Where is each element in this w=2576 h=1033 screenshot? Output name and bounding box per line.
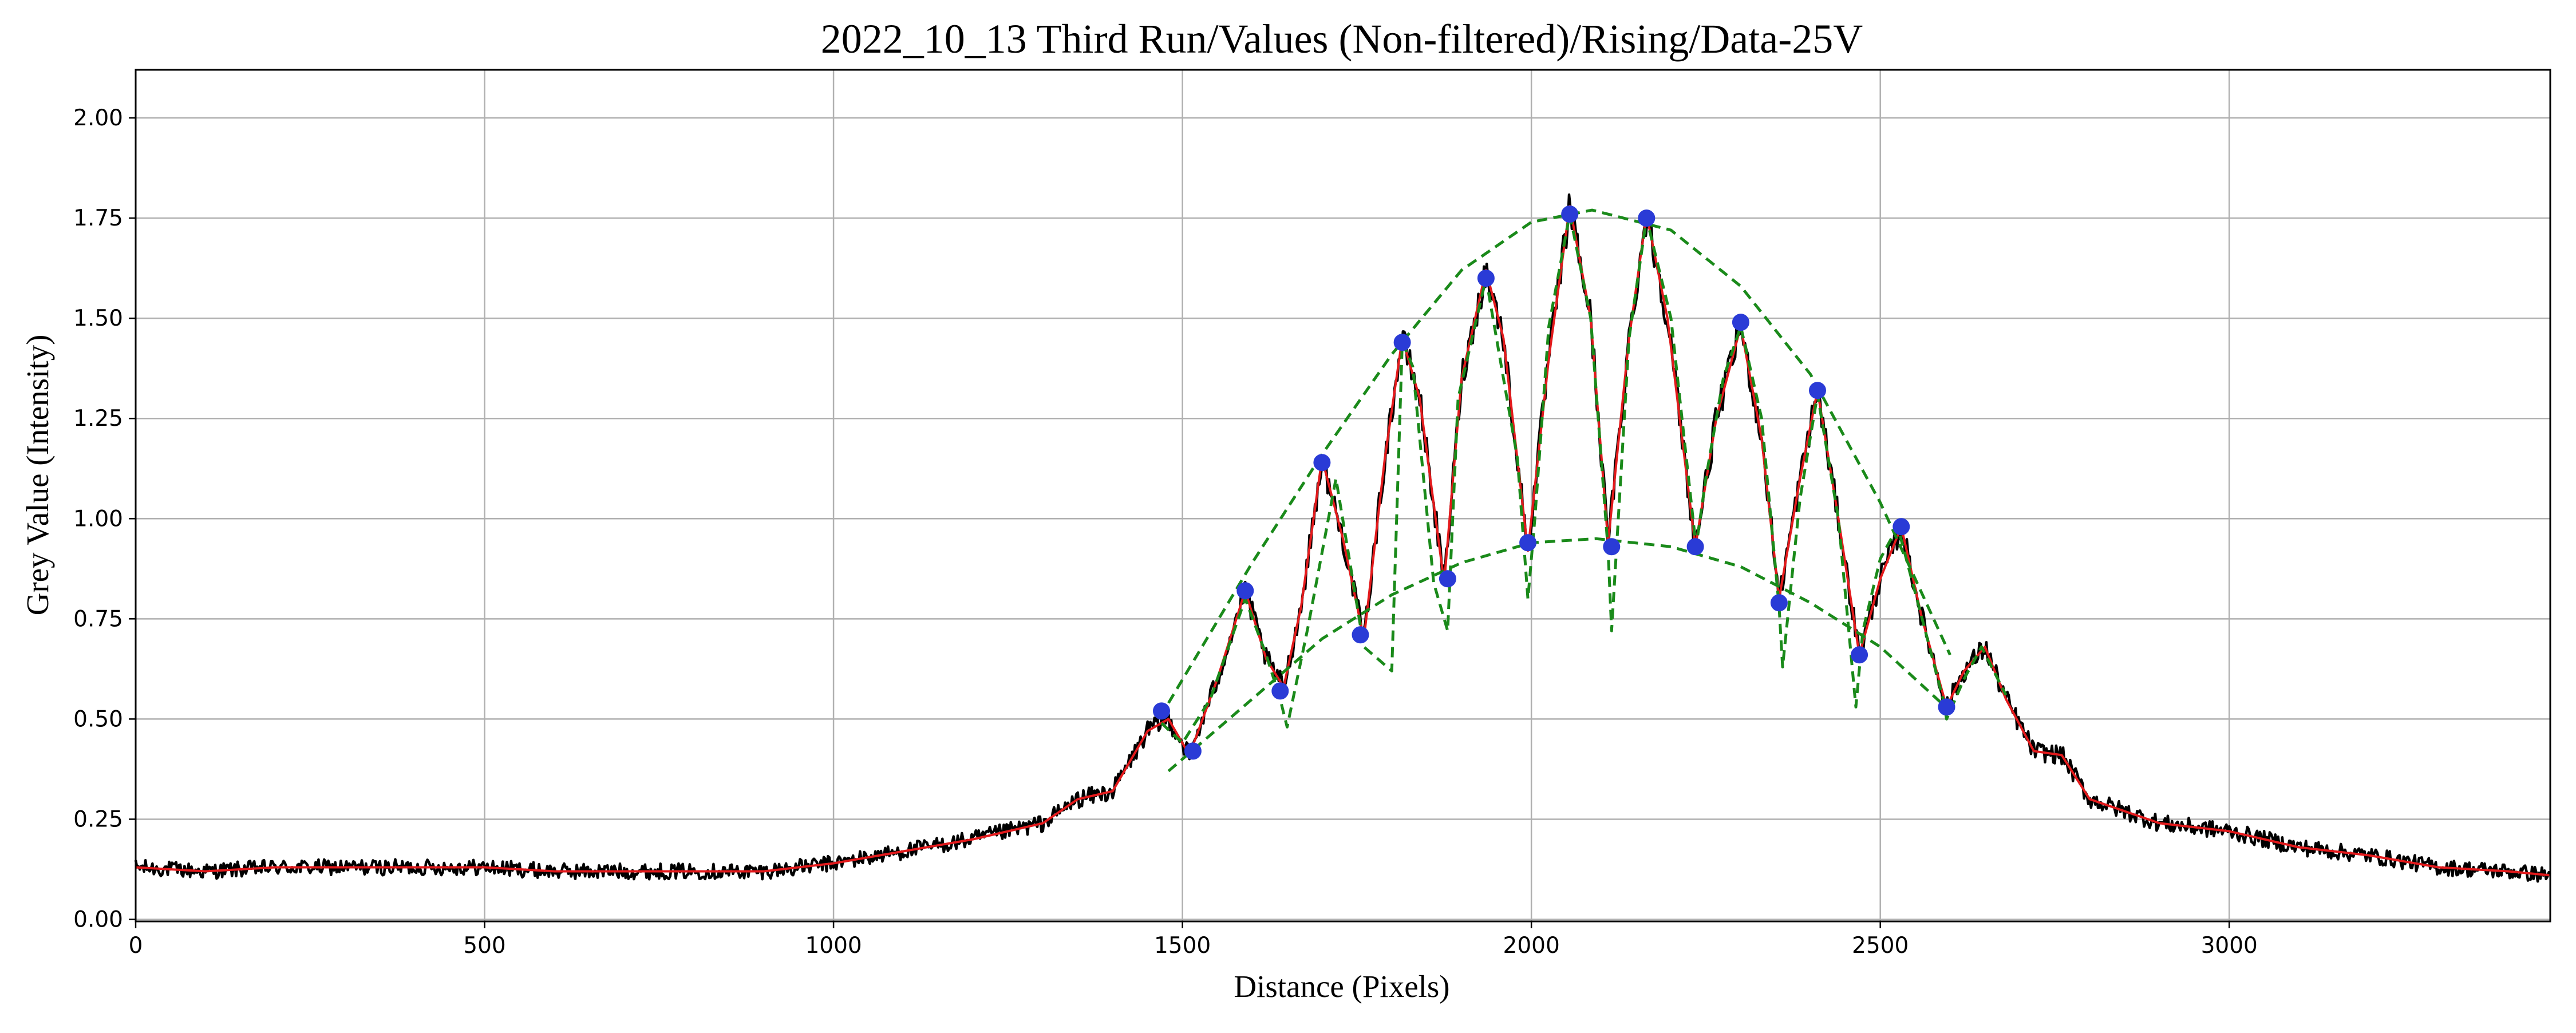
peak-marker [1519, 534, 1537, 552]
peak-marker [1352, 626, 1369, 644]
x-tick-label: 2500 [1852, 933, 1909, 959]
peak-marker [1638, 209, 1656, 227]
y-tick-label: 0.25 [73, 806, 123, 832]
peak-marker [1686, 538, 1704, 556]
peak-marker [1732, 314, 1749, 331]
raw-data-line [134, 193, 2551, 883]
axis-ticks: 0 500 1000 1500 2000 2500 3000 0.00 0.25 0.50 0.75… [73, 105, 2258, 959]
x-tick-label: 3000 [2201, 933, 2258, 959]
y-tick-label: 0.50 [73, 706, 123, 732]
x-tick-label: 2000 [1503, 933, 1560, 959]
x-tick-label: 1000 [805, 933, 862, 959]
chart-title: 2022_10_13 Third Run/Values (Non-filtere… [821, 16, 1863, 62]
fit-curve-4 [1160, 212, 2008, 745]
peak-marker [1236, 582, 1254, 600]
y-tick-label: 1.75 [73, 205, 123, 231]
plot-frame [135, 69, 2551, 923]
peak-marker [1603, 538, 1621, 556]
y-tick-label: 0.00 [73, 907, 123, 932]
peak-marker [1809, 382, 1826, 399]
y-tick-label: 1.00 [73, 506, 123, 532]
x-tick-label: 0 [129, 933, 143, 959]
y-tick-label: 0.75 [73, 606, 123, 632]
plot-series [134, 193, 2551, 883]
peak-marker [1770, 594, 1788, 612]
peak-marker [1893, 518, 1910, 536]
y-axis-title: Grey Value (Intensity) [20, 335, 55, 616]
peak-marker [1184, 742, 1202, 760]
peak-marker [1271, 682, 1289, 700]
peak-marker [1938, 698, 1955, 716]
y-tick-label: 1.25 [73, 406, 123, 432]
grid-lines [135, 70, 2550, 921]
peak-marker [1153, 702, 1170, 720]
y-tick-label: 1.50 [73, 306, 123, 331]
peak-marker [1477, 270, 1495, 287]
peak-marker [1561, 205, 1579, 223]
fit-curve-3 [1167, 537, 1951, 773]
x-axis-title: Distance (Pixels) [1234, 969, 1449, 1004]
x-tick-label: 1500 [1154, 933, 1211, 959]
y-tick-label: 2.00 [73, 105, 123, 131]
x-tick-label: 500 [463, 933, 505, 959]
peak-marker [1439, 570, 1456, 588]
peak-marker [1313, 454, 1331, 472]
peak-marker [1851, 646, 1868, 664]
peak-marker [1393, 334, 1411, 351]
